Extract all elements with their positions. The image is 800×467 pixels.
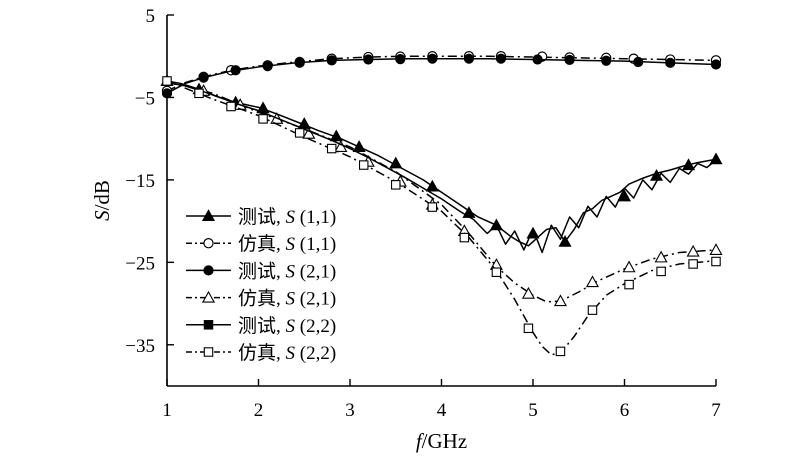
legend-label: 仿真, S (2,1) xyxy=(238,288,336,310)
y-tick-label: 5 xyxy=(146,6,156,27)
legend-marker xyxy=(203,265,214,276)
series-1-point xyxy=(682,158,696,171)
series-3-point xyxy=(363,54,374,65)
x-axis-title: f/GHz xyxy=(416,429,467,453)
series-6-point xyxy=(390,180,401,190)
y-axis-title: S/dB xyxy=(90,180,114,221)
legend-label: 测试, S (2,1) xyxy=(238,260,336,282)
series-3-point xyxy=(326,55,337,66)
series-3-point xyxy=(495,53,507,64)
series-6-point xyxy=(358,160,369,170)
series-3-point xyxy=(564,54,575,66)
legend-marker xyxy=(203,237,214,249)
legend-label: 仿真, S (2,2) xyxy=(238,342,336,364)
legend-label: 测试, S (2,2) xyxy=(238,315,336,337)
legend-item-2: 仿真, S (1,1) xyxy=(186,233,336,255)
series-3-point xyxy=(161,88,173,99)
series-1-point xyxy=(617,189,632,202)
x-tick-label: 7 xyxy=(711,400,721,421)
series-6-point xyxy=(226,101,236,112)
series-5 xyxy=(166,81,717,254)
series-3-point xyxy=(395,54,406,65)
series-6-point xyxy=(194,88,204,99)
legend-item-4: 仿真, S (2,1) xyxy=(186,288,336,310)
x-tick-label: 4 xyxy=(437,400,447,421)
series-3-point xyxy=(665,57,676,68)
series-6-point xyxy=(688,259,698,269)
series-3-point xyxy=(532,54,543,65)
series-6-point xyxy=(427,202,438,212)
axes-layer: 1 2 3 4 5 6 7 5 −5 −15 −25 −35 xyxy=(125,6,720,421)
x-tick-label: 3 xyxy=(345,400,355,421)
legend-label: 测试, S (1,1) xyxy=(238,206,336,228)
series-3-point xyxy=(463,53,475,64)
legend-marker xyxy=(201,290,216,303)
series-6-point xyxy=(326,143,337,154)
y-tick-label: −5 xyxy=(135,88,155,109)
series-4-point xyxy=(553,294,567,307)
series-6-point xyxy=(459,232,470,243)
series-6-point xyxy=(624,279,634,290)
series-4-point xyxy=(622,260,636,273)
series-4-point xyxy=(521,286,535,299)
x-tick-label: 5 xyxy=(528,400,538,421)
legend-marker xyxy=(203,320,214,330)
series-3-point xyxy=(633,56,644,68)
y-tick-label: −15 xyxy=(125,171,155,192)
legend-item-6: 仿真, S (2,2) xyxy=(186,342,336,364)
series-6-point xyxy=(162,76,172,86)
legend-item-5: 测试, S (2,2) xyxy=(186,315,336,337)
series-1-point xyxy=(709,152,723,165)
series-layer xyxy=(160,51,723,357)
x-tick-label: 6 xyxy=(620,400,630,421)
y-tick-label: −25 xyxy=(125,253,155,274)
series-4-point xyxy=(709,243,723,255)
series-3-point xyxy=(427,53,438,64)
legend: 测试, S (1,1) 仿真, S (1,1) 测试, S (2,1) 仿真, S (… xyxy=(186,206,336,364)
series-1-point xyxy=(425,179,439,192)
series-3-point xyxy=(198,72,209,83)
legend-label: 仿真, S (1,1) xyxy=(238,233,336,255)
legend-item-1: 测试, S (1,1) xyxy=(186,206,336,228)
legend-marker xyxy=(201,209,216,222)
series-4-point xyxy=(686,244,700,257)
series-3-point xyxy=(230,65,241,76)
series-1-point xyxy=(558,234,572,247)
series-3-point xyxy=(294,57,305,68)
series-6-point xyxy=(656,266,666,277)
x-tick-label: 2 xyxy=(254,400,264,421)
series-6-point xyxy=(523,323,534,334)
series-4-point xyxy=(654,250,668,263)
series-3-point xyxy=(601,55,612,66)
series-1-point xyxy=(352,140,366,152)
series-6-point xyxy=(555,346,566,357)
legend-marker xyxy=(203,347,214,357)
series-6-point xyxy=(491,267,502,277)
series-6-point xyxy=(587,305,598,315)
series-5-line xyxy=(166,81,717,254)
series-1-line xyxy=(166,80,717,247)
legend-item-3: 测试, S (2,1) xyxy=(186,260,336,282)
series-4-point xyxy=(585,275,600,288)
series-6-point xyxy=(711,256,721,267)
series-6 xyxy=(162,76,721,357)
y-tick-label: −35 xyxy=(125,336,155,357)
series-6-point xyxy=(258,114,268,124)
series-3-point xyxy=(262,61,273,72)
x-tick-label: 1 xyxy=(162,400,172,421)
series-6-point xyxy=(294,128,305,138)
series-3-point xyxy=(710,59,722,70)
series-3 xyxy=(161,53,722,99)
series-1-point xyxy=(389,156,403,169)
